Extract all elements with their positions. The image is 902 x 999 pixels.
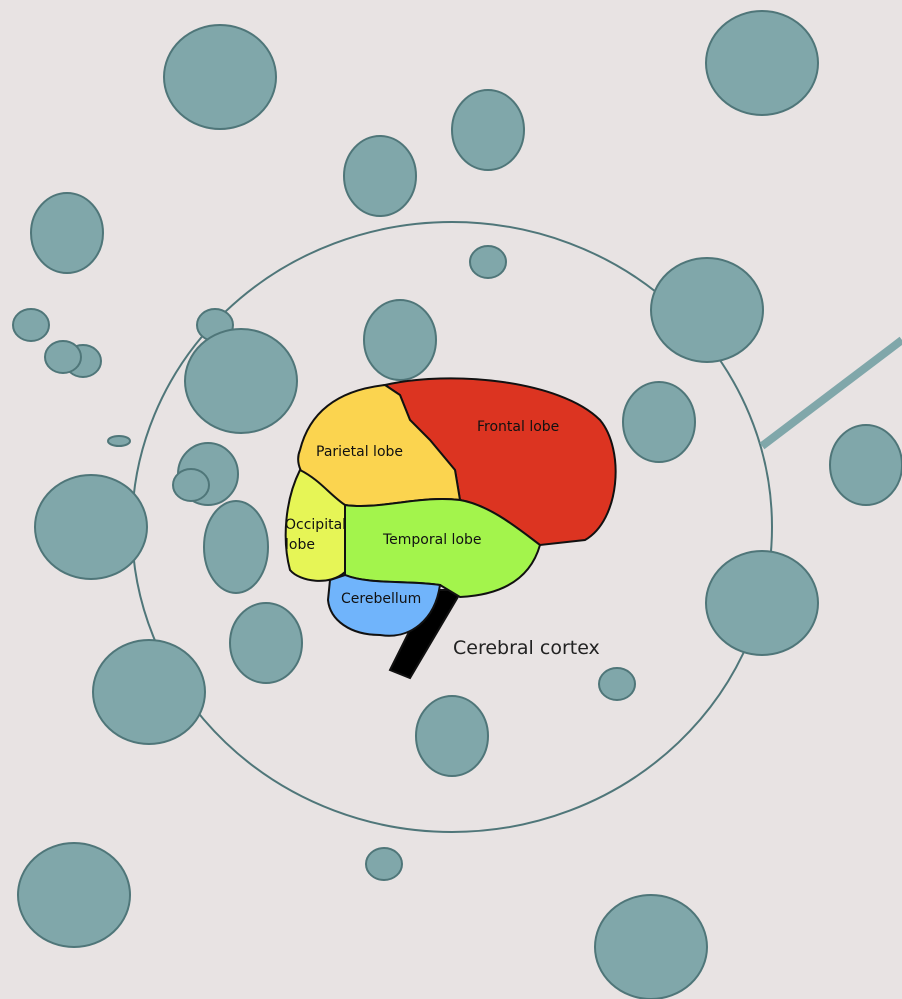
blob [230, 603, 302, 683]
blob [185, 329, 297, 433]
region-label: Occipital [285, 517, 346, 533]
blob [173, 469, 209, 501]
blob [706, 551, 818, 655]
blob [344, 136, 416, 216]
blob [164, 25, 276, 129]
blob [623, 382, 695, 462]
blob [31, 193, 103, 273]
blob [706, 11, 818, 115]
blob [416, 696, 488, 776]
page: Frontal lobe Parietal lobe Occipital lobe Te… [0, 0, 902, 999]
blob [595, 895, 707, 999]
region-label: Temporal lobe [382, 532, 482, 548]
blob [470, 246, 506, 278]
region-label: Parietal lobe [316, 444, 403, 460]
blob [452, 90, 524, 170]
blob [364, 300, 436, 380]
region-label: Frontal lobe [477, 419, 559, 435]
region-label: lobe [285, 537, 315, 553]
blob [366, 848, 402, 880]
blob [35, 475, 147, 579]
blob [45, 341, 81, 373]
blob [830, 425, 902, 505]
scene: Frontal lobe Parietal lobe Occipital lobe Te… [0, 0, 902, 999]
blob [204, 501, 268, 593]
blob [93, 640, 205, 744]
blob [108, 436, 130, 446]
caption: Cerebral cortex [453, 637, 600, 659]
blob [599, 668, 635, 700]
blob [13, 309, 49, 341]
blob [651, 258, 763, 362]
region-label: Cerebellum [341, 591, 421, 607]
blob [18, 843, 130, 947]
